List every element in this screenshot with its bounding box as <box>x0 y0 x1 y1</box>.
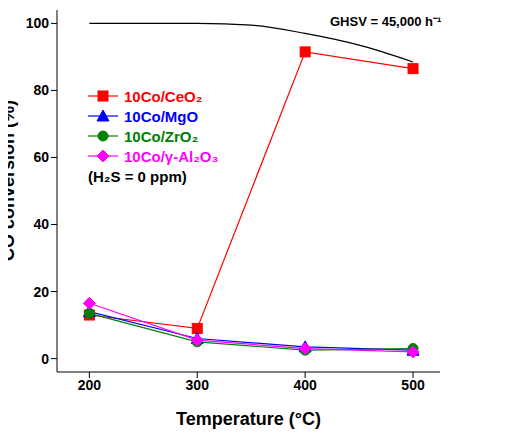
svg-text:80: 80 <box>33 82 49 98</box>
html-text:10Co/ZrO₂: 10Co/ZrO₂ <box>124 127 199 145</box>
html-text:10Co/MgO: 10Co/MgO <box>124 107 199 125</box>
svg-text:40: 40 <box>33 216 49 232</box>
svg-text:100: 100 <box>26 15 50 31</box>
svg-text:20: 20 <box>33 284 49 300</box>
svg-text:Temperature (°C): Temperature (°C) <box>176 409 321 429</box>
html-text:GHSV = 45,000 h⁻¹: GHSV = 45,000 h⁻¹ <box>330 14 442 29</box>
html-text:(H₂S = 0 ppm): (H₂S = 0 ppm) <box>88 168 187 185</box>
svg-text:CO conversion (%): CO conversion (%) <box>8 100 18 261</box>
svg-text:300: 300 <box>186 377 210 393</box>
html-text:10Co/CeO₂: 10Co/CeO₂ <box>124 87 203 105</box>
svg-text:500: 500 <box>401 377 425 393</box>
svg-text:60: 60 <box>33 149 49 165</box>
svg-text:400: 400 <box>293 377 317 393</box>
svg-text:0: 0 <box>41 351 49 367</box>
html-text:10Co/γ-Al₂O₃: 10Co/γ-Al₂O₃ <box>124 147 219 165</box>
svg-text:200: 200 <box>78 377 102 393</box>
